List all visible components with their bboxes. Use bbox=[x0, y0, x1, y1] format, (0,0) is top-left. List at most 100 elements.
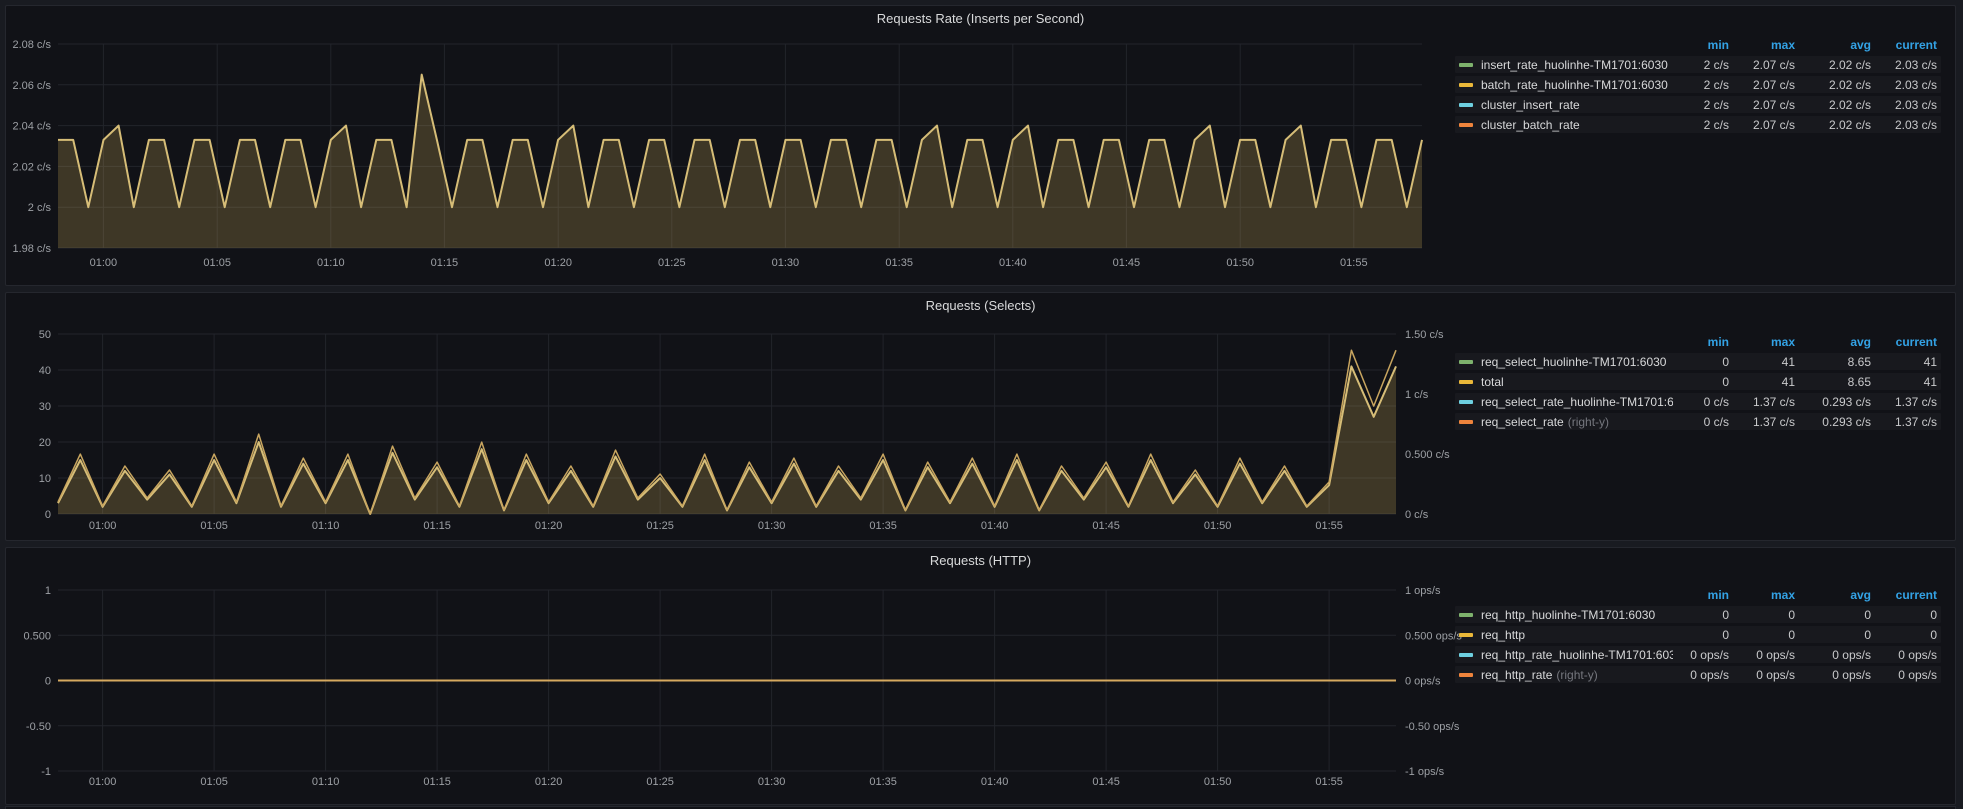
legend-stat-avg: 0 bbox=[1864, 607, 1871, 622]
legend-series-name[interactable]: req_http_rate (right-y) bbox=[1459, 668, 1673, 682]
legend-stat-max: 2.07 c/s bbox=[1752, 77, 1795, 92]
right-axis-label: -1 ops/s bbox=[1405, 766, 1445, 778]
series-color-swatch-icon bbox=[1459, 359, 1473, 364]
series-color-swatch-icon bbox=[1459, 632, 1473, 637]
y-axis-label: 30 bbox=[39, 401, 51, 413]
x-axis-label: 01:20 bbox=[535, 520, 563, 532]
legend-stat-min: 0 bbox=[1722, 627, 1729, 642]
legend-series-row: req_http_rate_huolinhe-TM1701:6030(right… bbox=[1455, 646, 1941, 663]
legend-series-row: total 0 41 8.65 41 bbox=[1455, 373, 1941, 390]
panel-title[interactable]: Requests (HTTP) bbox=[929, 553, 1032, 568]
legend-header-max[interactable]: max bbox=[1770, 587, 1795, 602]
legend-series-name[interactable]: batch_rate_huolinhe-TM1701:6030 bbox=[1459, 78, 1673, 92]
series-color-swatch-icon bbox=[1459, 652, 1473, 657]
legend-series-name[interactable]: cluster_insert_rate bbox=[1459, 98, 1673, 112]
legend-header-row: min max avg current bbox=[1455, 36, 1941, 53]
x-axis-label: 01:45 bbox=[1092, 776, 1120, 788]
panel-title[interactable]: Requests (Selects) bbox=[925, 298, 1036, 313]
x-axis-label: 01:40 bbox=[999, 257, 1027, 269]
x-axis-label: 01:40 bbox=[981, 520, 1009, 532]
panel-title[interactable]: Requests Rate (Inserts per Second) bbox=[876, 11, 1085, 26]
time-series-plot[interactable]: 01:00 01:05 01:10 01:15 01:20 01:25 01:30 01:35… bbox=[6, 548, 1957, 804]
series-color-swatch-icon bbox=[1459, 102, 1473, 107]
legend-series-name[interactable]: insert_rate_huolinhe-TM1701:6030 bbox=[1459, 58, 1673, 72]
x-axis-label: 01:25 bbox=[646, 520, 674, 532]
x-axis-label: 01:00 bbox=[90, 257, 118, 269]
legend-stat-min: 0 c/s bbox=[1703, 394, 1729, 409]
legend-series-name[interactable]: cluster_batch_rate bbox=[1459, 118, 1673, 132]
legend-header-avg[interactable]: avg bbox=[1850, 334, 1871, 349]
legend-stat-avg: 0 ops/s bbox=[1832, 647, 1871, 662]
legend-stat-avg: 0 bbox=[1864, 627, 1871, 642]
legend-header-min[interactable]: min bbox=[1707, 37, 1729, 52]
legend-series-row: cluster_batch_rate 2 c/s 2.07 c/s 2.02 c/s 2… bbox=[1455, 116, 1941, 133]
legend-stat-min: 2 c/s bbox=[1703, 77, 1729, 92]
y-axis-label: 2.02 c/s bbox=[12, 161, 51, 173]
series-line bbox=[58, 73, 1423, 209]
legend-stat-avg: 0.293 c/s bbox=[1822, 414, 1871, 429]
right-axis-label: 0 c/s bbox=[1405, 509, 1429, 521]
legend-stat-min: 2 c/s bbox=[1703, 57, 1729, 72]
y-axis-label: 2.06 c/s bbox=[12, 80, 51, 92]
legend-stat-max: 0 ops/s bbox=[1756, 647, 1795, 662]
series-area-fill bbox=[58, 74, 1422, 248]
legend-stat-avg: 8.65 bbox=[1847, 374, 1871, 389]
x-axis-label: 01:30 bbox=[758, 776, 786, 788]
legend-header-current[interactable]: current bbox=[1895, 587, 1937, 602]
legend-stat-avg: 2.02 c/s bbox=[1828, 97, 1871, 112]
x-axis-label: 01:35 bbox=[869, 776, 897, 788]
x-axis-label: 01:15 bbox=[431, 257, 459, 269]
y-axis-label: 1 bbox=[45, 585, 51, 597]
x-axis-label: 01:40 bbox=[981, 776, 1009, 788]
x-axis-label: 01:15 bbox=[423, 520, 451, 532]
legend-header-avg[interactable]: avg bbox=[1850, 37, 1871, 52]
legend-stat-max: 0 ops/s bbox=[1756, 667, 1795, 682]
legend-series-name[interactable]: req_http_rate_huolinhe-TM1701:6030(right… bbox=[1459, 648, 1673, 662]
legend-stat-avg: 8.65 bbox=[1847, 354, 1871, 369]
x-axis-label: 01:55 bbox=[1315, 520, 1343, 532]
legend-stat-min: 0 ops/s bbox=[1690, 647, 1729, 662]
legend-stat-avg: 0 ops/s bbox=[1832, 667, 1871, 682]
legend-header-current[interactable]: current bbox=[1895, 37, 1937, 52]
legend-header-min[interactable]: min bbox=[1707, 587, 1729, 602]
time-series-plot[interactable]: 01:00 01:05 01:10 01:15 01:20 01:25 01:30 01:35… bbox=[6, 293, 1957, 540]
series-color-swatch-icon bbox=[1459, 82, 1473, 87]
legend-stat-current: 2.03 c/s bbox=[1894, 117, 1937, 132]
right-axis-label: 0 ops/s bbox=[1405, 676, 1441, 688]
series-color-swatch-icon bbox=[1459, 62, 1473, 67]
y-axis-label: 0 bbox=[45, 509, 51, 521]
legend-series-name[interactable]: req_http_huolinhe-TM1701:6030 bbox=[1459, 608, 1673, 622]
legend-table: min max avg current req_http_huolinhe-TM1701… bbox=[1455, 586, 1941, 686]
y-axis-label: 0.500 bbox=[23, 630, 51, 642]
right-axis-tag: (right-y) bbox=[1556, 667, 1598, 682]
legend-stat-current: 1.37 c/s bbox=[1894, 394, 1937, 409]
x-axis-label: 01:50 bbox=[1204, 520, 1232, 532]
legend-header-min[interactable]: min bbox=[1707, 334, 1729, 349]
legend-series-name[interactable]: total bbox=[1459, 375, 1673, 389]
legend-header-max[interactable]: max bbox=[1770, 37, 1795, 52]
legend-series-name[interactable]: req_select_rate_huolinhe-TM1701:6030(rig… bbox=[1459, 395, 1673, 409]
legend-series-name[interactable]: req_http bbox=[1459, 628, 1673, 642]
legend-stat-current: 41 bbox=[1923, 374, 1937, 389]
legend-stat-min: 0 bbox=[1722, 374, 1729, 389]
legend-stat-max: 41 bbox=[1781, 354, 1795, 369]
legend-header-max[interactable]: max bbox=[1770, 334, 1795, 349]
legend-series-row: req_select_rate (right-y) 0 c/s 1.37 c/s 0.2… bbox=[1455, 413, 1941, 430]
legend-header-avg[interactable]: avg bbox=[1850, 587, 1871, 602]
legend-series-name[interactable]: req_select_huolinhe-TM1701:6030 bbox=[1459, 355, 1673, 369]
series-color-swatch-icon bbox=[1459, 379, 1473, 384]
y-axis-label: 2.08 c/s bbox=[12, 39, 51, 51]
x-axis-label: 01:35 bbox=[885, 257, 913, 269]
x-axis-label: 01:15 bbox=[423, 776, 451, 788]
legend-stat-min: 2 c/s bbox=[1703, 117, 1729, 132]
x-axis-label: 01:00 bbox=[89, 520, 117, 532]
x-axis-label: 01:30 bbox=[772, 257, 800, 269]
legend-header-current[interactable]: current bbox=[1895, 334, 1937, 349]
y-axis-label: 2.04 c/s bbox=[12, 121, 51, 133]
panel-requests-selects: Requests (Selects) 01:00 01:05 01:10 01:15 0… bbox=[5, 292, 1956, 541]
legend-series-name[interactable]: req_select_rate (right-y) bbox=[1459, 415, 1673, 429]
legend-header-row: min max avg current bbox=[1455, 586, 1941, 603]
x-axis-label: 01:20 bbox=[535, 776, 563, 788]
time-series-plot[interactable]: 01:00 01:05 01:10 01:15 01:20 01:25 01:30 01:35… bbox=[6, 6, 1957, 285]
x-axis-label: 01:05 bbox=[200, 520, 228, 532]
